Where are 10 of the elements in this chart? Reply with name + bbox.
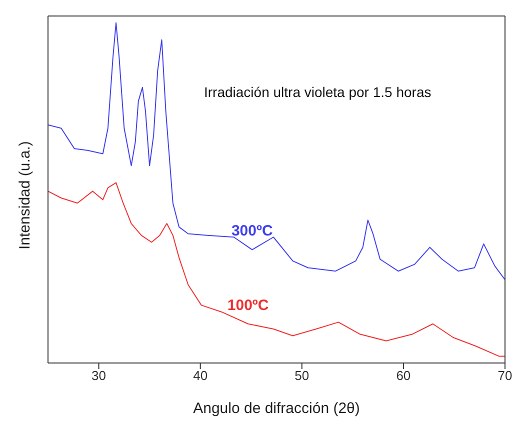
x-axis-title: Angulo de difracción (2θ): [193, 400, 360, 417]
x-tick-label: 70: [498, 368, 512, 384]
x-tick-label: 60: [396, 368, 411, 384]
annotation: Irradiación ultra violeta por 1.5 horas: [204, 84, 432, 100]
x-tick-label: 30: [92, 368, 106, 384]
series-label: 300ºC: [231, 222, 273, 240]
series-label: 100ºC: [227, 296, 269, 314]
y-axis-title: Intensidad (u.a.): [16, 141, 34, 250]
x-tick-label: 40: [193, 368, 208, 384]
x-tick-label: 50: [294, 368, 310, 384]
